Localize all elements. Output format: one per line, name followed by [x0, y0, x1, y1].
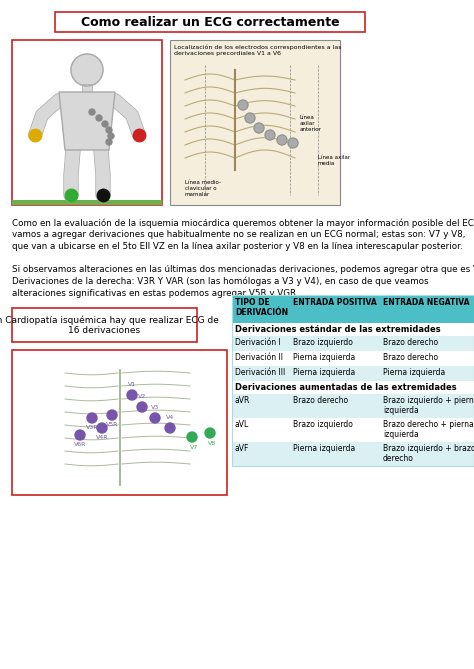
Bar [12, 350, 227, 495]
Bar [12, 308, 197, 342]
Text: V5R: V5R [106, 422, 118, 427]
Bar [232, 381, 474, 394]
Text: En Cardiopatía isquémica hay que realizar ECG de
16 derivaciones: En Cardiopatía isquémica hay que realiza… [0, 315, 219, 335]
Bar [232, 351, 474, 366]
Bar [232, 295, 474, 323]
Circle shape [127, 390, 137, 400]
Text: Si observamos alteraciones en las últimas dos mencionadas derivaciones, podemos : Si observamos alteraciones en las última… [12, 265, 474, 298]
Circle shape [107, 410, 117, 420]
Text: V4R: V4R [96, 435, 108, 440]
Bar [232, 418, 474, 442]
Bar [232, 295, 474, 466]
Text: V4: V4 [166, 415, 174, 420]
Text: Localización de los electrodos correspondientes a las
derivaciones precordiales : Localización de los electrodos correspon… [174, 45, 341, 56]
Text: Derivaciones estándar de las extremidades: Derivaciones estándar de las extremidade… [235, 325, 441, 334]
Text: Como realizar un ECG correctamente: Como realizar un ECG correctamente [81, 15, 339, 29]
Circle shape [75, 430, 85, 440]
Circle shape [165, 423, 175, 433]
Text: aVR: aVR [235, 396, 250, 405]
Circle shape [71, 54, 103, 86]
Text: aVF: aVF [235, 444, 249, 453]
Text: Como en la evaluación de la isquemia miocárdica queremos obtener la mayor inform: Como en la evaluación de la isquemia mio… [12, 218, 474, 251]
Text: V2: V2 [138, 394, 146, 399]
Circle shape [150, 413, 160, 423]
Text: Línea
axilar
anterior: Línea axilar anterior [300, 115, 322, 132]
Text: ENTRADA NEGATIVA: ENTRADA NEGATIVA [383, 298, 470, 307]
Circle shape [288, 138, 298, 148]
Text: Brazo izquierdo: Brazo izquierdo [293, 338, 353, 347]
Text: ENTRADA POSITIVA: ENTRADA POSITIVA [293, 298, 377, 307]
Text: Derivación III: Derivación III [235, 368, 285, 377]
Text: Pierna izquierda: Pierna izquierda [293, 368, 355, 377]
Circle shape [102, 121, 108, 127]
Bar [55, 12, 365, 32]
Text: aVL: aVL [235, 420, 249, 429]
Text: V3R: V3R [86, 425, 98, 430]
Text: V1: V1 [128, 382, 136, 387]
Text: Brazo derecho: Brazo derecho [293, 396, 348, 405]
Circle shape [108, 133, 114, 139]
Bar [232, 394, 474, 418]
Circle shape [277, 135, 287, 145]
Text: Brazo derecho: Brazo derecho [383, 353, 438, 362]
Circle shape [265, 130, 275, 140]
Bar [170, 40, 340, 205]
Bar [232, 442, 474, 466]
Text: Derivación I: Derivación I [235, 338, 281, 347]
Circle shape [137, 402, 147, 412]
Text: V7: V7 [190, 445, 198, 450]
Circle shape [87, 413, 97, 423]
Text: Brazo izquierdo + pierna
izquierda: Brazo izquierdo + pierna izquierda [383, 396, 474, 415]
Text: Derivaciones aumentadas de las extremidades: Derivaciones aumentadas de las extremida… [235, 383, 456, 392]
Text: Brazo izquierdo: Brazo izquierdo [293, 420, 353, 429]
Text: V3: V3 [151, 405, 159, 410]
Text: Pierna izquierda: Pierna izquierda [383, 368, 445, 377]
Text: Línea axilar
media: Línea axilar media [318, 155, 350, 166]
Circle shape [97, 423, 107, 433]
Circle shape [238, 100, 248, 110]
Circle shape [96, 115, 102, 121]
Circle shape [106, 127, 112, 133]
Bar [82, 84, 92, 92]
Text: Derivación II: Derivación II [235, 353, 283, 362]
Circle shape [205, 428, 215, 438]
Text: V8: V8 [208, 441, 216, 446]
Circle shape [245, 113, 255, 123]
Text: Brazo derecho + pierna
izquierda: Brazo derecho + pierna izquierda [383, 420, 474, 440]
Circle shape [89, 109, 95, 115]
Circle shape [254, 123, 264, 133]
Bar [232, 366, 474, 381]
Text: Pierna izquierda: Pierna izquierda [293, 444, 355, 453]
Circle shape [106, 139, 112, 145]
Text: Brazo derecho: Brazo derecho [383, 338, 438, 347]
Bar [12, 40, 162, 205]
Text: V6R: V6R [74, 442, 86, 447]
Text: Línea medio-
clavicular o
mamalar: Línea medio- clavicular o mamalar [185, 180, 221, 197]
Text: Brazo izquierdo + brazo
derecho: Brazo izquierdo + brazo derecho [383, 444, 474, 464]
Text: Pierna izquierda: Pierna izquierda [293, 353, 355, 362]
Bar [232, 336, 474, 351]
Bar [232, 323, 474, 336]
Circle shape [187, 432, 197, 442]
Polygon shape [59, 92, 115, 150]
Bar [12, 200, 162, 205]
Text: TIPO DE
DERIVACIÓN: TIPO DE DERIVACIÓN [235, 298, 288, 317]
